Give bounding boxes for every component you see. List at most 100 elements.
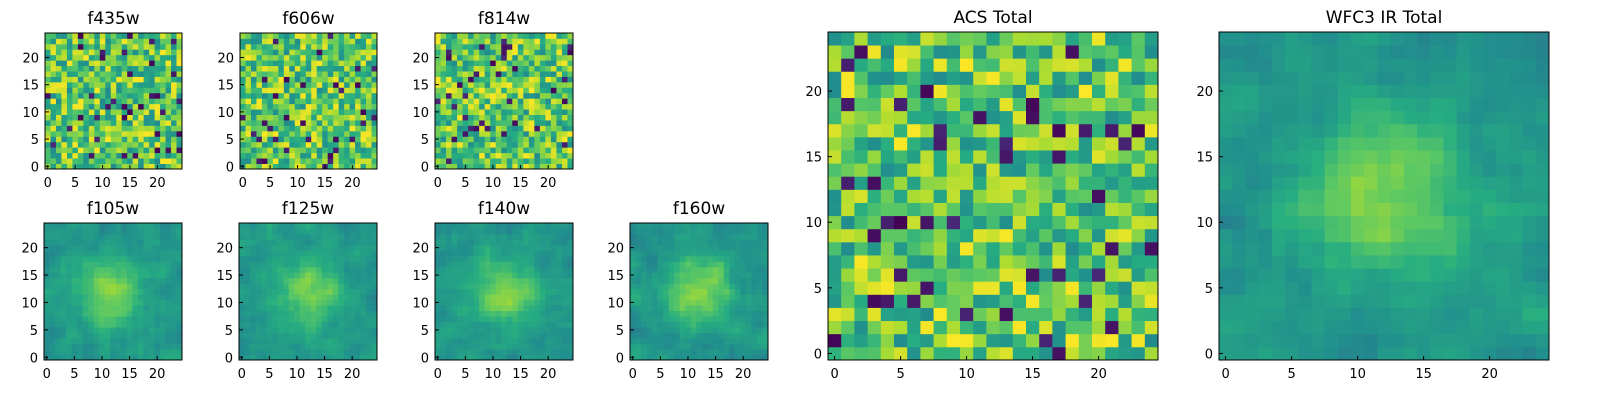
heatmap-cell bbox=[294, 125, 301, 132]
heatmap-cell bbox=[712, 277, 719, 284]
heatmap-cell bbox=[316, 239, 323, 246]
heatmap-cell bbox=[316, 158, 323, 164]
heatmap-cell bbox=[55, 223, 61, 229]
heatmap-cell bbox=[501, 120, 508, 126]
heatmap-cell bbox=[143, 305, 150, 312]
heatmap-cell bbox=[321, 299, 328, 306]
heatmap-cell bbox=[550, 354, 557, 361]
heatmap-cell bbox=[1092, 333, 1106, 348]
heatmap-cell bbox=[99, 272, 106, 279]
heatmap-cell bbox=[289, 81, 296, 88]
heatmap-cell bbox=[490, 272, 497, 279]
heatmap-cell bbox=[99, 92, 106, 99]
heatmap-cell bbox=[567, 163, 574, 170]
heatmap-cell bbox=[501, 60, 508, 67]
heatmap-cell bbox=[360, 272, 367, 279]
heatmap-cell bbox=[310, 332, 317, 339]
heatmap-cell bbox=[1052, 320, 1066, 335]
heatmap-cell bbox=[523, 136, 530, 143]
heatmap-cell bbox=[1092, 202, 1106, 217]
heatmap-cell bbox=[311, 114, 318, 121]
heatmap-cell bbox=[457, 277, 463, 284]
heatmap-cell bbox=[311, 65, 318, 72]
heatmap-cell bbox=[468, 60, 475, 67]
heatmap-cell bbox=[344, 147, 350, 154]
heatmap-cell bbox=[451, 250, 458, 257]
heatmap-cell bbox=[451, 349, 458, 355]
heatmap-cell bbox=[462, 310, 469, 317]
heatmap-cell bbox=[93, 316, 100, 323]
heatmap-cell bbox=[685, 244, 692, 251]
heatmap-cell bbox=[999, 333, 1014, 348]
heatmap-cell bbox=[360, 158, 367, 164]
heatmap-cell bbox=[506, 261, 513, 268]
heatmap-cell bbox=[457, 158, 463, 164]
heatmap-cell bbox=[828, 176, 842, 190]
heatmap-cell bbox=[93, 354, 100, 361]
heatmap-cell bbox=[567, 92, 574, 99]
heatmap-cell bbox=[451, 255, 458, 262]
heatmap-cell bbox=[88, 125, 95, 132]
heatmap-cell bbox=[132, 114, 139, 121]
heatmap-cell bbox=[176, 294, 183, 301]
heatmap-cell bbox=[176, 92, 183, 99]
heatmap-cell bbox=[907, 320, 921, 335]
heatmap-cell bbox=[880, 215, 895, 230]
heatmap-cell bbox=[435, 147, 441, 154]
heatmap-cell bbox=[468, 87, 475, 94]
heatmap-cell bbox=[690, 288, 697, 295]
heatmap-cell bbox=[718, 255, 725, 262]
heatmap-cell bbox=[1105, 215, 1119, 230]
heatmap-cell bbox=[110, 332, 117, 339]
heatmap-cell bbox=[45, 103, 51, 110]
heatmap-cell bbox=[751, 288, 758, 295]
heatmap-cell bbox=[360, 294, 367, 301]
heatmap-cell bbox=[250, 310, 256, 317]
heatmap-cell bbox=[165, 299, 172, 306]
heatmap-cell bbox=[867, 281, 882, 295]
heatmap-cell bbox=[512, 76, 519, 83]
heatmap-cell bbox=[93, 239, 100, 246]
heatmap-cell bbox=[828, 123, 842, 138]
heatmap-cell bbox=[451, 158, 458, 164]
heatmap-cell bbox=[294, 223, 301, 229]
heatmap-cell bbox=[132, 109, 139, 115]
heatmap-cell bbox=[60, 338, 67, 344]
heatmap-cell bbox=[83, 163, 90, 170]
heatmap-cell bbox=[88, 114, 95, 121]
heatmap-cell bbox=[490, 114, 497, 121]
heatmap-cell bbox=[305, 250, 312, 257]
heatmap-cell bbox=[266, 266, 273, 273]
heatmap-cell bbox=[528, 343, 535, 350]
heatmap-cell bbox=[294, 310, 301, 317]
heatmap-cell bbox=[355, 65, 361, 72]
heatmap-cell bbox=[121, 354, 128, 361]
heatmap-cell bbox=[446, 261, 452, 268]
heatmap-cell bbox=[288, 266, 295, 273]
heatmap-cell bbox=[283, 60, 290, 67]
heatmap-cell bbox=[457, 130, 463, 137]
heatmap-cell bbox=[960, 320, 974, 335]
heatmap-cell bbox=[999, 255, 1014, 269]
heatmap-cell bbox=[506, 244, 513, 251]
heatmap-cell bbox=[327, 294, 334, 301]
heatmap-cell bbox=[435, 250, 441, 257]
heatmap-cell bbox=[310, 255, 317, 262]
heatmap-cell bbox=[250, 158, 257, 164]
heatmap-cell bbox=[355, 147, 361, 154]
heatmap-cell bbox=[61, 71, 68, 77]
heatmap-cell bbox=[707, 354, 714, 361]
heatmap-cell bbox=[495, 223, 502, 229]
heatmap-cell bbox=[171, 136, 177, 143]
heatmap-cell bbox=[468, 71, 475, 77]
heatmap-cell bbox=[99, 71, 106, 77]
heatmap-cell bbox=[668, 349, 675, 355]
heatmap-cell bbox=[132, 244, 139, 251]
heatmap-cell bbox=[517, 228, 524, 235]
heatmap-cell bbox=[495, 136, 502, 143]
heatmap-cell bbox=[283, 261, 290, 268]
heatmap-cell bbox=[440, 152, 447, 159]
heatmap-cell bbox=[149, 43, 155, 50]
heatmap-cell bbox=[289, 141, 296, 148]
heatmap-cell bbox=[556, 87, 563, 94]
